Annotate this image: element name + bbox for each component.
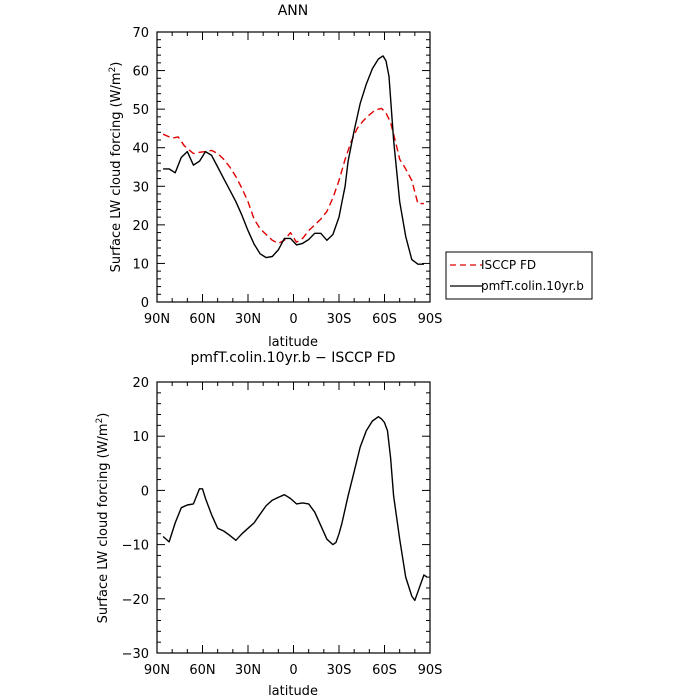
top-y-tick-label: 10 bbox=[132, 257, 149, 272]
bottom-plot-area: 90N 60N 30N 0 30S 60S 90S −30 −20 −10 0 10 20 bbox=[122, 376, 443, 678]
top-x-tick-label: 30S bbox=[327, 312, 352, 327]
top-y-tick-label: 50 bbox=[132, 103, 149, 118]
top-x-tick-label: 60S bbox=[372, 312, 397, 327]
top-y-tick-label: 0 bbox=[141, 296, 149, 311]
bottom-x-tick-label: 30N bbox=[235, 663, 261, 678]
bottom-x-tick-label: 90N bbox=[144, 663, 170, 678]
bottom-y-tick-label: −20 bbox=[122, 593, 149, 608]
top-plot-frame bbox=[156, 31, 431, 303]
top-y-axis-label: Surface LW cloud forcing (W/m2) bbox=[108, 62, 124, 273]
bottom-y-tick-label: 20 bbox=[132, 376, 149, 391]
legend: ISCCP FD pmfT.colin.10yr.b bbox=[445, 251, 593, 300]
bottom-x-tick-label: 90S bbox=[418, 663, 443, 678]
top-panel: ANN 90N 60N 30N 0 30S 60S 90S 0 10 20 30 40 50 60 70 l… bbox=[108, 3, 593, 350]
bottom-x-tick-label: 30S bbox=[327, 663, 352, 678]
top-x-tick-label: 90S bbox=[418, 312, 443, 327]
top-y-tick-label: 40 bbox=[132, 142, 149, 157]
legend-label-isccp: ISCCP FD bbox=[481, 258, 536, 272]
bottom-y-tick-label: −10 bbox=[122, 539, 149, 554]
top-x-tick-label: 60N bbox=[189, 312, 215, 327]
bottom-x-axis-label: latitude bbox=[268, 684, 318, 699]
bottom-y-tick-label: −30 bbox=[122, 647, 149, 662]
top-series-line-1 bbox=[163, 55, 424, 265]
bottom-panel: pmfT.colin.10yr.b − ISCCP FD 90N 60N 30N 0 3… bbox=[95, 350, 442, 699]
top-plot-area: 90N 60N 30N 0 30S 60S 90S 0 10 20 30 40 50 60 70 bbox=[132, 26, 442, 327]
legend-label-pmft: pmfT.colin.10yr.b bbox=[481, 279, 584, 293]
top-y-tick-label: 70 bbox=[132, 26, 149, 41]
bottom-y-tick-label: 10 bbox=[132, 430, 149, 445]
top-y-tick-label: 20 bbox=[132, 219, 149, 234]
top-x-tick-label: 30N bbox=[235, 312, 261, 327]
top-x-tick-label: 0 bbox=[289, 312, 297, 327]
bottom-plot-frame bbox=[156, 381, 431, 654]
legend-box bbox=[445, 251, 593, 300]
bottom-y-tick-label: 0 bbox=[141, 484, 149, 499]
bottom-x-tick-label: 0 bbox=[289, 663, 297, 678]
top-chart-title: ANN bbox=[278, 3, 309, 19]
top-x-axis-label: latitude bbox=[268, 335, 318, 350]
bottom-series-line-0 bbox=[162, 416, 428, 602]
top-y-tick-label: 60 bbox=[132, 65, 149, 80]
bottom-y-axis-label: Surface LW cloud forcing (W/m2) bbox=[95, 413, 111, 624]
bottom-x-tick-label: 60N bbox=[189, 663, 215, 678]
top-x-tick-label: 90N bbox=[144, 312, 170, 327]
bottom-chart-title: pmfT.colin.10yr.b − ISCCP FD bbox=[191, 350, 396, 366]
top-series-line-0 bbox=[162, 107, 424, 245]
bottom-x-tick-label: 60S bbox=[372, 663, 397, 678]
top-y-tick-label: 30 bbox=[132, 180, 149, 195]
